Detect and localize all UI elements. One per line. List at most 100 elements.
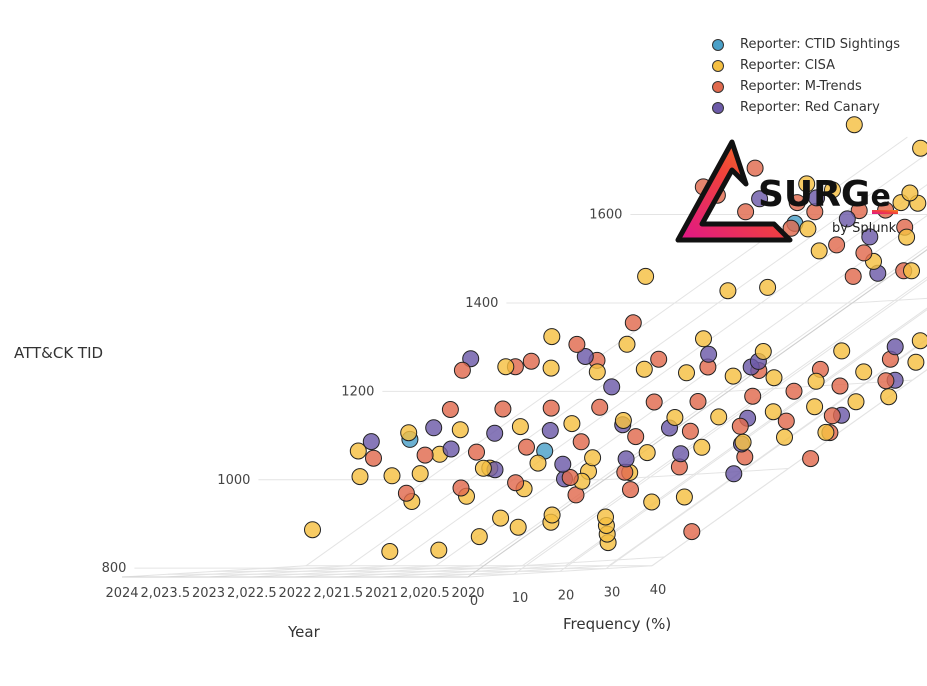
data-point-reporter-cisa[interactable] (880, 388, 898, 406)
data-point-reporter-red-canary[interactable] (486, 424, 504, 442)
data-point-reporter-m-trends[interactable] (507, 474, 525, 492)
data-point-reporter-m-trends[interactable] (397, 484, 415, 502)
data-point-reporter-cisa[interactable] (543, 506, 561, 524)
legend-item[interactable]: Reporter: Red Canary (712, 97, 900, 118)
data-point-reporter-m-trends[interactable] (453, 361, 471, 379)
data-point-reporter-m-trends[interactable] (802, 450, 820, 468)
data-point-reporter-m-trends[interactable] (782, 219, 800, 237)
data-point-reporter-cisa[interactable] (542, 359, 560, 377)
data-point-reporter-cisa[interactable] (430, 541, 448, 559)
legend-item[interactable]: Reporter: M-Trends (712, 76, 900, 97)
data-point-reporter-cisa[interactable] (695, 330, 712, 348)
data-point-reporter-m-trends[interactable] (522, 352, 540, 370)
data-point-reporter-m-trends[interactable] (572, 433, 590, 451)
data-point-reporter-cisa[interactable] (824, 181, 841, 199)
data-point-reporter-m-trends[interactable] (850, 202, 868, 220)
data-point-reporter-m-trends[interactable] (627, 428, 645, 446)
data-point-reporter-cisa[interactable] (400, 424, 418, 442)
data-point-reporter-cisa[interactable] (710, 408, 728, 426)
data-point-reporter-m-trends[interactable] (622, 481, 639, 499)
data-point-reporter-m-trends[interactable] (855, 244, 873, 262)
data-point-reporter-m-trends[interactable] (568, 335, 586, 353)
data-point-reporter-cisa[interactable] (675, 488, 693, 506)
data-point-reporter-cisa[interactable] (833, 342, 851, 360)
data-point-reporter-cisa[interactable] (451, 421, 469, 439)
data-point-reporter-cisa[interactable] (847, 393, 865, 411)
data-point-reporter-m-trends[interactable] (785, 382, 803, 400)
data-point-reporter-m-trends[interactable] (831, 377, 849, 395)
data-point-reporter-cisa[interactable] (776, 428, 793, 446)
data-point-reporter-cisa[interactable] (806, 398, 824, 416)
data-point-reporter-m-trends[interactable] (452, 479, 470, 497)
data-point-reporter-cisa[interactable] (383, 467, 401, 485)
data-point-reporter-red-canary[interactable] (554, 455, 572, 473)
data-point-reporter-m-trends[interactable] (683, 523, 701, 541)
data-point-reporter-cisa[interactable] (349, 442, 367, 460)
data-point-reporter-cisa[interactable] (799, 220, 817, 238)
data-point-reporter-cisa[interactable] (584, 449, 602, 467)
data-point-reporter-cisa[interactable] (618, 335, 636, 353)
data-point-reporter-red-canary[interactable] (617, 450, 635, 468)
data-point-reporter-red-canary[interactable] (442, 440, 460, 458)
data-point-reporter-cisa[interactable] (810, 242, 828, 260)
data-point-reporter-cisa[interactable] (911, 332, 927, 350)
data-point-reporter-m-trends[interactable] (624, 314, 642, 332)
data-point-reporter-m-trends[interactable] (828, 236, 846, 254)
data-point-reporter-cisa[interactable] (719, 282, 737, 300)
data-point-reporter-m-trends[interactable] (650, 350, 668, 368)
data-point-reporter-cisa[interactable] (470, 528, 488, 546)
data-point-reporter-cisa[interactable] (903, 262, 920, 280)
data-point-reporter-red-canary[interactable] (725, 465, 743, 483)
data-point-reporter-red-canary[interactable] (576, 348, 594, 365)
data-point-reporter-cisa[interactable] (807, 372, 825, 390)
data-point-reporter-cisa[interactable] (855, 363, 873, 381)
data-point-reporter-cisa[interactable] (764, 403, 782, 421)
data-point-reporter-m-trends[interactable] (468, 443, 485, 461)
data-point-reporter-red-canary[interactable] (886, 338, 904, 356)
data-point-reporter-m-trends[interactable] (746, 159, 764, 177)
data-point-reporter-m-trends[interactable] (441, 401, 459, 418)
data-point-reporter-m-trends[interactable] (416, 446, 434, 464)
data-point-reporter-m-trends[interactable] (823, 407, 841, 425)
data-point-reporter-cisa[interactable] (411, 465, 429, 483)
data-point-reporter-cisa[interactable] (798, 175, 816, 193)
data-point-reporter-m-trends[interactable] (737, 203, 755, 221)
data-point-reporter-cisa[interactable] (898, 228, 916, 246)
data-point-reporter-red-canary[interactable] (672, 445, 690, 463)
data-point-reporter-red-canary[interactable] (362, 433, 380, 451)
data-point-reporter-cisa[interactable] (563, 415, 581, 433)
data-point-reporter-m-trends[interactable] (877, 372, 895, 390)
data-point-reporter-m-trends[interactable] (542, 399, 560, 417)
data-point-reporter-cisa[interactable] (492, 509, 510, 527)
data-point-reporter-m-trends[interactable] (494, 400, 512, 418)
data-point-reporter-cisa[interactable] (817, 423, 835, 441)
data-point-reporter-cisa[interactable] (597, 508, 614, 526)
data-point-reporter-cisa[interactable] (529, 454, 547, 472)
data-point-reporter-red-canary[interactable] (425, 419, 443, 437)
data-point-reporter-m-trends[interactable] (645, 393, 663, 411)
data-point-reporter-cisa[interactable] (724, 367, 742, 385)
data-point-reporter-cisa[interactable] (845, 116, 863, 134)
data-point-reporter-cisa[interactable] (497, 358, 515, 376)
data-point-reporter-cisa[interactable] (907, 353, 925, 371)
data-point-reporter-m-trends[interactable] (777, 412, 795, 430)
data-point-reporter-cisa[interactable] (637, 267, 655, 285)
data-point-reporter-cisa[interactable] (765, 369, 783, 387)
data-point-reporter-m-trends[interactable] (365, 449, 382, 467)
data-point-reporter-cisa[interactable] (635, 360, 653, 378)
data-point-reporter-red-canary[interactable] (462, 350, 480, 368)
data-point-reporter-cisa[interactable] (901, 184, 919, 202)
data-point-reporter-cisa[interactable] (666, 409, 684, 426)
data-point-reporter-m-trends[interactable] (788, 194, 806, 212)
data-point-reporter-cisa[interactable] (678, 364, 695, 382)
data-point-reporter-m-trends[interactable] (681, 422, 699, 440)
data-point-reporter-red-canary[interactable] (751, 190, 769, 208)
data-point-reporter-m-trends[interactable] (844, 267, 862, 285)
legend-item[interactable]: Reporter: CTID Sightings (712, 34, 900, 55)
data-point-reporter-red-canary[interactable] (700, 345, 718, 363)
data-point-reporter-m-trends[interactable] (518, 438, 535, 456)
data-point-reporter-cisa[interactable] (351, 468, 369, 486)
data-point-reporter-m-trends[interactable] (731, 417, 749, 435)
data-point-reporter-red-canary[interactable] (861, 228, 879, 246)
